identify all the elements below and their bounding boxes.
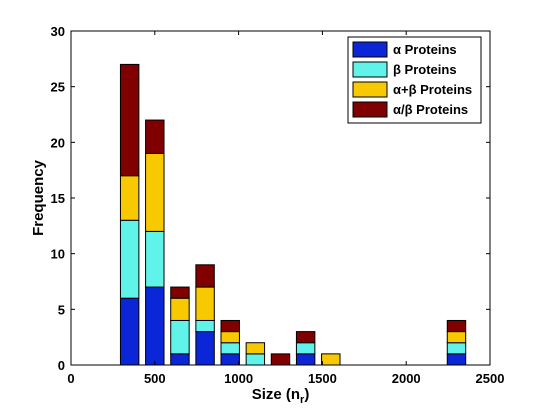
bar-segment-4-2 <box>220 331 240 344</box>
bar-segment-9-0 <box>446 353 467 366</box>
y-tick-label-3: 15 <box>51 191 65 206</box>
legend-label-0: α Proteins <box>393 42 457 57</box>
y-tick-label-2: 10 <box>51 247 65 262</box>
y-tick-label-6: 30 <box>51 24 65 39</box>
bar-segment-5-1 <box>245 353 266 366</box>
legend-label-1: β Proteins <box>393 62 457 77</box>
bar-segment-4-0 <box>220 353 240 366</box>
bar-segment-0-2 <box>119 175 140 221</box>
bar-segment-3-2 <box>195 286 215 321</box>
bar-segment-3-1 <box>195 319 215 333</box>
bar-segment-1-0 <box>145 286 165 366</box>
legend-swatch-2 <box>352 81 388 98</box>
x-tick-label-4: 2000 <box>392 371 421 386</box>
bar-segment-1-2 <box>145 152 165 232</box>
bar-segment-4-1 <box>220 342 240 355</box>
legend-label-2: α+β Proteins <box>393 82 472 97</box>
y-tick-label-4: 20 <box>51 135 65 150</box>
bars-group <box>119 63 467 366</box>
x-axis-label-subscript: r <box>300 394 305 406</box>
y-tick-label-1: 5 <box>58 302 65 317</box>
x-axis-label: Size (nr) <box>252 386 310 406</box>
x-tick-label-3: 1500 <box>308 371 337 386</box>
bar-segment-0-3 <box>119 63 140 177</box>
bar-segment-5-2 <box>245 342 266 355</box>
y-axis-label: Frequency <box>30 159 47 236</box>
x-tick-label-5: 2500 <box>476 371 505 386</box>
bar-segment-3-3 <box>195 264 215 288</box>
x-tick-label-2: 1000 <box>224 371 253 386</box>
x-tick-label-0: 0 <box>67 371 74 386</box>
y-tick-label-0: 0 <box>58 358 65 373</box>
x-tick-label-1: 500 <box>144 371 166 386</box>
bar-segment-2-0 <box>170 353 190 366</box>
bar-segment-2-1 <box>170 319 190 355</box>
bar-segment-9-2 <box>446 331 467 344</box>
y-axis-ticks: 0 5 10 15 20 25 30 <box>51 24 490 373</box>
bar-segment-7-3 <box>295 331 316 344</box>
legend-swatch-3 <box>352 101 388 118</box>
bar-segment-9-1 <box>446 342 467 355</box>
legend-label-3: α/β Proteins <box>393 102 468 117</box>
bar-segment-3-0 <box>195 331 215 366</box>
x-axis-label-close: ) <box>304 386 309 403</box>
x-axis-label-main: Size (n <box>252 386 300 403</box>
bar-segment-8-2 <box>321 353 341 366</box>
bar-segment-2-3 <box>170 286 190 299</box>
bar-segment-4-3 <box>220 319 240 333</box>
legend-swatch-1 <box>352 61 388 78</box>
bar-segment-1-3 <box>145 119 165 154</box>
bar-segment-0-0 <box>119 297 140 366</box>
bar-segment-9-3 <box>446 319 467 333</box>
bar-segment-7-0 <box>295 353 316 366</box>
legend-swatch-0 <box>352 41 388 58</box>
y-tick-label-5: 25 <box>51 80 65 95</box>
bar-segment-1-1 <box>145 230 165 288</box>
bar-segment-2-2 <box>170 297 190 321</box>
bar-segment-6-3 <box>270 353 291 366</box>
bar-segment-7-1 <box>295 342 316 355</box>
legend: α Proteins β Proteins α+β Proteins α/β Prot… <box>347 36 482 124</box>
bar-segment-0-1 <box>119 219 140 299</box>
x-axis-ticks: 0 500 1000 1500 2000 2500 <box>67 31 504 386</box>
